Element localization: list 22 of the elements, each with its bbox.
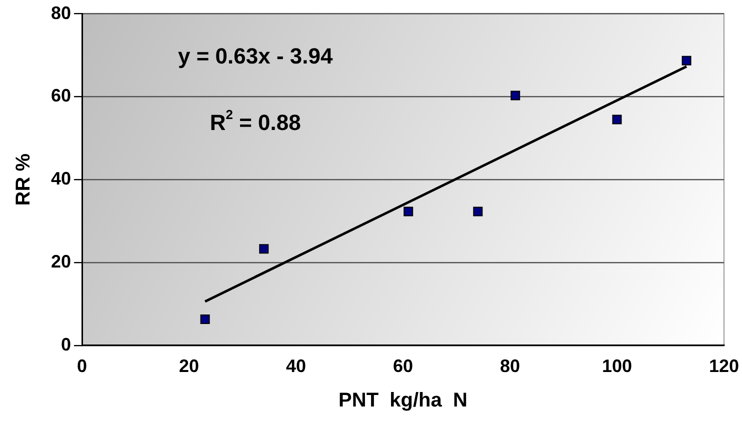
- point: [200, 314, 210, 324]
- annotation: y = 0.63x - 3.94: [178, 44, 334, 69]
- x-tick-label: 80: [500, 356, 520, 376]
- y-tick-label: 20: [50, 251, 72, 272]
- point: [404, 206, 414, 216]
- x-tick-label: 40: [286, 356, 306, 376]
- x-tick-label: 0: [77, 356, 88, 376]
- x-tick-label: 20: [179, 356, 200, 376]
- point: [259, 244, 269, 254]
- x-tick-label: 120: [708, 356, 740, 376]
- point: [682, 56, 692, 66]
- x-tick-label: 100: [602, 356, 632, 376]
- point: [510, 90, 520, 100]
- y-axis-title: RR %: [12, 153, 35, 206]
- x-tick-label: 60: [392, 356, 414, 376]
- y-tick-label: 40: [50, 168, 72, 189]
- y-tick-label: 60: [50, 86, 72, 106]
- point: [473, 206, 483, 216]
- y-tick-label: 0: [61, 334, 72, 354]
- x-axis-title: PNT kg/ha N: [338, 390, 468, 412]
- point: [612, 114, 622, 124]
- y-tick-label: 80: [50, 2, 72, 23]
